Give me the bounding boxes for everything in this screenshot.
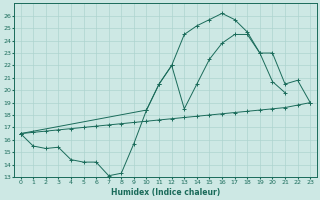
- X-axis label: Humidex (Indice chaleur): Humidex (Indice chaleur): [111, 188, 220, 197]
